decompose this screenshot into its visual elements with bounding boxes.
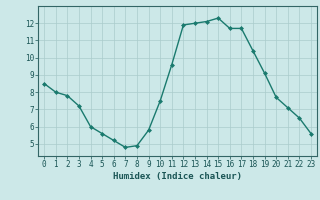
- X-axis label: Humidex (Indice chaleur): Humidex (Indice chaleur): [113, 172, 242, 181]
